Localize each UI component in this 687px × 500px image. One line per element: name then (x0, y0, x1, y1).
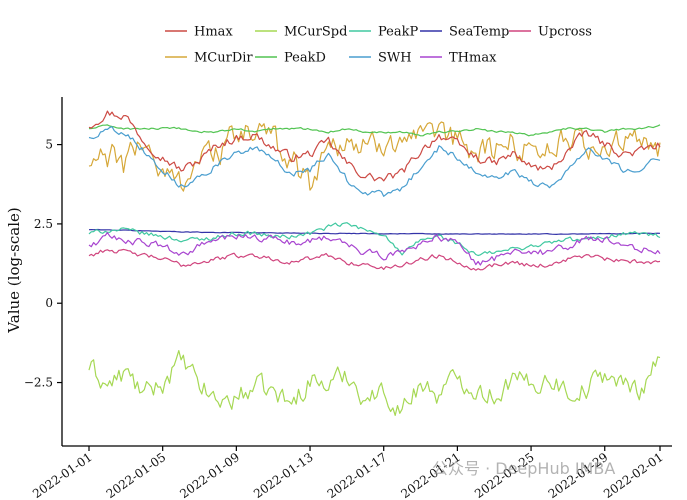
y-tick-label: 2.5 (34, 217, 53, 231)
legend-item-upcross: Upcross (509, 25, 592, 40)
series-line-peakp (88, 222, 661, 257)
legend-label: MCurSpd (284, 25, 347, 40)
legend-item-swh: SWH (349, 51, 412, 66)
y-tick-label: 0 (45, 296, 53, 310)
series-line-swh (88, 126, 661, 197)
legend-item-hmax: Hmax (165, 25, 233, 40)
legend-item-peakd: PeakD (255, 51, 326, 66)
legend-label: SeaTemp (449, 25, 509, 40)
series-line-seatemp (88, 228, 661, 235)
series-line-thmax (88, 232, 661, 266)
x-tick-label: 2022-01-13 (251, 450, 316, 500)
legend-item-seatemp: SeaTemp (420, 25, 509, 40)
x-tick-label: 2022-01-17 (325, 450, 390, 500)
y-tick-label: 5 (45, 138, 53, 152)
legend-label: PeakD (284, 51, 326, 66)
series-line-hmax (88, 110, 661, 182)
y-tick-label: −2.5 (24, 376, 53, 390)
x-tick-label: 2022-01-09 (177, 450, 242, 500)
series-layer (88, 110, 661, 416)
y-axis-label: Value (log-scale) (5, 207, 23, 333)
legend-item-mcurdir: MCurDir (165, 51, 253, 66)
legend-item-peakp: PeakP (349, 25, 418, 40)
x-tick-label: 2022-01-05 (104, 450, 169, 500)
x-tick-label: 2022-01-01 (30, 450, 95, 500)
y-ticks: −2.5 0 2.5 5 (24, 138, 62, 390)
legend-label: THmax (449, 51, 497, 66)
legend-item-thmax: THmax (420, 51, 497, 66)
watermark-text: 公众号 · DeepHub IMBA (432, 459, 615, 478)
legend-label: PeakP (378, 25, 418, 40)
legend-label: MCurDir (194, 51, 253, 66)
legend-item-mcurspd: MCurSpd (255, 25, 347, 40)
plot-area: −2.5 0 2.5 5 2022-01-01 2022-01-05 2022-01-09… (24, 97, 672, 500)
legend-label: Hmax (194, 25, 233, 40)
series-line-upcross (88, 248, 661, 271)
series-line-mcurdir (88, 121, 661, 192)
series-line-mcurspd (88, 350, 661, 416)
legend-label: Upcross (538, 25, 592, 40)
legend-label: SWH (378, 51, 412, 66)
series-line-peakd (88, 124, 661, 137)
legend: Hmax MCurSpd PeakP SeaTemp Upcross MCurDir Pea… (165, 25, 592, 66)
